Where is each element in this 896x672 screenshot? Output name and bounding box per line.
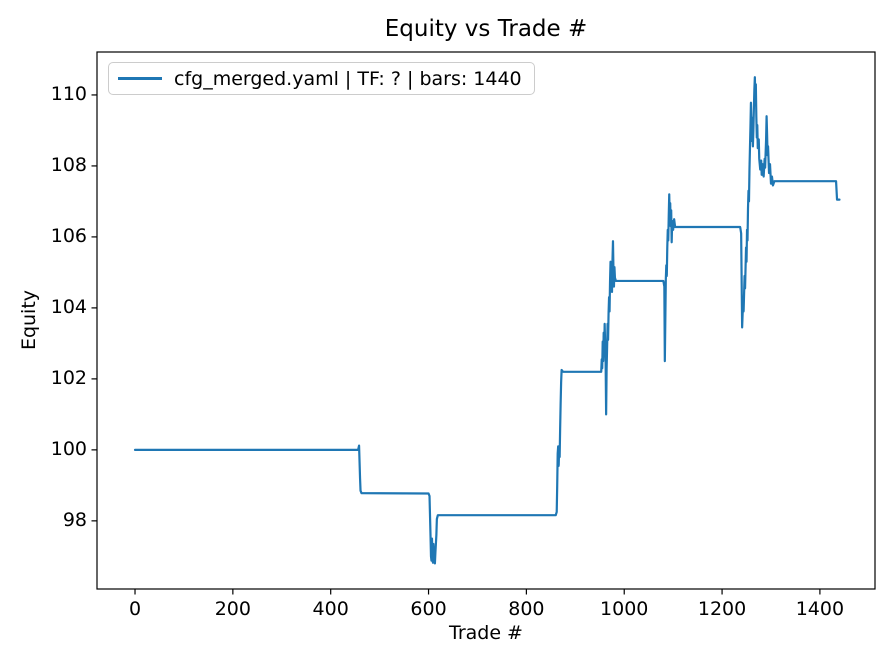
legend-line-sample: [118, 77, 162, 80]
y-tick-label: 100: [50, 437, 87, 460]
x-tick-label: 800: [508, 598, 545, 620]
x-tick-label: 1400: [795, 598, 845, 620]
x-axis-label: Trade #: [449, 622, 523, 644]
x-tick-label: 400: [312, 598, 349, 620]
y-tick-label: 106: [50, 224, 87, 247]
y-tick-label: 108: [50, 153, 87, 176]
y-tick-label: 104: [50, 295, 87, 318]
legend: cfg_merged.yaml | TF: ? | bars: 1440: [108, 62, 535, 95]
chart-title: Equity vs Trade #: [384, 16, 588, 42]
y-tick-label: 98: [62, 508, 87, 531]
x-tick-label: 1200: [697, 598, 747, 620]
y-tick-label: 110: [50, 82, 87, 105]
y-tick-label: 102: [50, 366, 87, 389]
x-tick-label: 0: [128, 598, 142, 620]
x-tick-label: 200: [214, 598, 251, 620]
equity-line: [133, 76, 841, 565]
x-tick-label: 600: [410, 598, 447, 620]
axes-spines: [96, 51, 876, 590]
x-tick-label: 1000: [600, 598, 649, 620]
legend-label: cfg_merged.yaml | TF: ? | bars: 1440: [174, 67, 522, 90]
